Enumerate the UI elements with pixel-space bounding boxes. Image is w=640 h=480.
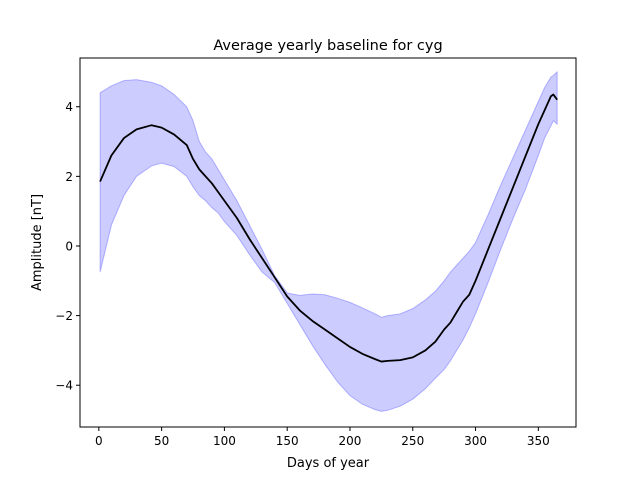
x-tick-label: 50 — [154, 434, 169, 448]
axes-frame — [79, 57, 577, 428]
y-tick-label: 0 — [65, 239, 73, 253]
x-tick-label: 250 — [401, 434, 424, 448]
uncertainty-band — [99, 70, 558, 412]
y-tick-label: 2 — [65, 170, 73, 184]
x-tick-label: 0 — [95, 434, 103, 448]
y-axis-label: Amplitude [nT] — [30, 194, 45, 291]
chart-title: Average yearly baseline for cyg — [213, 38, 442, 54]
x-tick-label: 150 — [276, 434, 299, 448]
series-line — [99, 93, 558, 363]
x-axis-label: Days of year — [287, 456, 370, 471]
y-tick-label: 4 — [65, 100, 73, 114]
x-tick-label: 350 — [527, 434, 550, 448]
x-tick-label: 300 — [464, 434, 487, 448]
y-tick-label: −4 — [55, 379, 73, 393]
axis-ticks: 0 50 100 150 200 250 300 350 −4 −2 0 2 4 — [55, 100, 549, 448]
x-tick-label: 200 — [339, 434, 362, 448]
plot-area — [99, 70, 558, 412]
x-tick-label: 100 — [213, 434, 236, 448]
y-tick-label: −2 — [55, 309, 73, 323]
